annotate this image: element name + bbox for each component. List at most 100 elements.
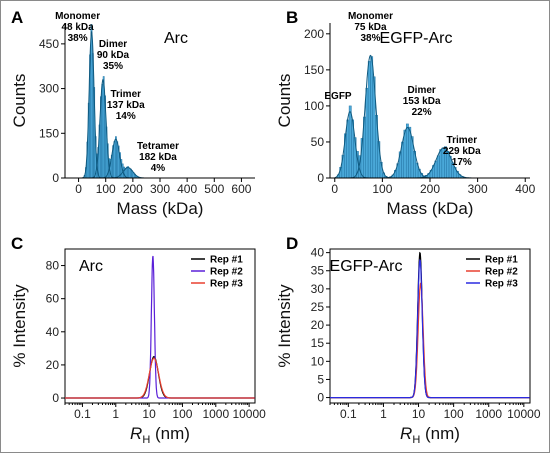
x-axis-label: Mass (kDa)	[117, 199, 204, 218]
peak-annotation: 75 kDa	[354, 22, 387, 33]
x-tick-label: 0.1	[74, 407, 91, 421]
peak-annotation: Tetramer	[137, 141, 179, 152]
histogram-bar	[115, 136, 117, 179]
y-tick-label: 0	[317, 171, 324, 185]
x-tick-label: 10000	[507, 407, 541, 421]
x-tick-label: 300	[468, 182, 488, 196]
legend-entry: Rep #1	[485, 255, 518, 266]
histogram-bar	[90, 24, 93, 179]
gaussian-fit-curve	[91, 78, 115, 179]
y-tick-label: 40	[46, 325, 60, 339]
histogram-bar	[346, 119, 350, 179]
x-tick-label: 100	[444, 407, 464, 421]
peak-annotation: 137 kDa	[107, 100, 145, 111]
y-axis-label: Counts	[10, 74, 29, 128]
panel-title: Arc	[164, 30, 188, 47]
panel-b: 0 100 200 300 400 0 50 100 150 200 Mass (kDa) Count…	[275, 8, 536, 218]
x-tick-label: 400	[515, 182, 535, 196]
peak-annotation: 38%	[68, 33, 88, 44]
x-tick-label: 100	[96, 182, 116, 196]
x-tick-label: 1	[380, 407, 387, 421]
y-tick-label: 100	[304, 99, 324, 113]
y-tick-label: 450	[39, 37, 59, 51]
x-tick-label: 1000	[202, 407, 229, 421]
y-axis-label: Counts	[275, 74, 294, 128]
y-tick-label: 0	[52, 171, 59, 185]
x-tick-label: 1000	[475, 407, 502, 421]
peak-annotation: Monomer	[348, 11, 393, 22]
y-axis-label: % Intensity	[10, 284, 29, 368]
y-tick-label: 150	[304, 63, 324, 77]
peak-annotation: 229 kDa	[443, 146, 481, 157]
legend-entry: Rep #3	[485, 279, 518, 290]
x-tick-label: 400	[177, 182, 197, 196]
peak-annotation: EGFP	[324, 91, 352, 102]
panel-title: EGFP-Arc	[380, 30, 453, 47]
series-line	[330, 259, 530, 399]
panel-label: A	[11, 8, 23, 27]
panel-a: 0 100 200 300 400 500 600 0 150 300 450 Mass (kDa) C…	[10, 8, 255, 218]
y-axis-label: % Intensity	[275, 284, 294, 368]
peak-annotation: Monomer	[55, 11, 100, 22]
y-tick-label: 20	[46, 358, 60, 372]
gaussian-fit-curve	[81, 30, 102, 179]
plot-frame	[64, 248, 256, 404]
gaussian-fit-curve	[100, 138, 131, 179]
y-tick-label: 20	[311, 318, 325, 332]
legend-entry: Rep #1	[210, 255, 243, 266]
x-tick-label: 200	[123, 182, 143, 196]
peak-annotation: 22%	[412, 107, 432, 118]
y-tick-label: 30	[311, 282, 325, 296]
peak-annotation: 182 kDa	[139, 152, 177, 163]
legend-entry: Rep #2	[485, 267, 518, 278]
histogram-bar	[370, 56, 374, 179]
series-line	[65, 357, 255, 399]
y-tick-label: 80	[46, 259, 60, 273]
histogram-bar	[365, 87, 369, 179]
x-tick-label: 10000	[232, 407, 266, 421]
y-tick-label: 15	[311, 336, 325, 350]
x-tick-label: 200	[420, 182, 440, 196]
x-tick-label: 0	[75, 182, 82, 196]
histogram-bar	[348, 105, 352, 179]
histogram-bar	[116, 141, 119, 179]
x-tick-label: 100	[372, 182, 392, 196]
x-tick-label: 500	[204, 182, 224, 196]
y-tick-label: 150	[39, 126, 59, 140]
gaussian-fit-curve	[413, 147, 475, 179]
panel-title: Arc	[79, 258, 103, 275]
y-tick-label: 35	[311, 264, 325, 278]
peak-annotation: 35%	[103, 61, 123, 72]
histogram-bar	[113, 141, 116, 179]
y-tick-label: 40	[311, 246, 325, 260]
histogram-bar	[127, 166, 129, 179]
y-tick-label: 10	[311, 354, 325, 368]
x-axis-label: RH (nm)	[400, 424, 460, 446]
y-tick-label: 25	[311, 300, 325, 314]
x-tick-label: 10	[142, 407, 156, 421]
histogram-bar	[367, 61, 371, 179]
x-tick-label: 100	[172, 407, 192, 421]
x-tick-label: 1	[112, 407, 119, 421]
peak-annotation: 90 kDa	[97, 50, 130, 61]
peak-annotation: Trimer	[110, 89, 141, 100]
plot-frame	[329, 248, 531, 404]
peak-annotation: 48 kDa	[61, 22, 94, 33]
x-tick-label: 300	[150, 182, 170, 196]
peak-annotation: Dimer	[99, 39, 127, 50]
x-tick-label: 10	[412, 407, 426, 421]
histogram-bar	[403, 129, 407, 179]
legend-entry: Rep #2	[210, 267, 243, 278]
panel-label: D	[286, 234, 298, 253]
y-tick-label: 300	[39, 82, 59, 96]
x-tick-label: 0.1	[340, 407, 357, 421]
panel-title: EGFP-Arc	[330, 258, 403, 275]
y-tick-label: 0	[317, 391, 324, 405]
peak-annotation: 153 kDa	[403, 96, 441, 107]
histogram-bar	[101, 83, 104, 179]
y-tick-label: 0	[52, 391, 59, 405]
y-tick-label: 5	[317, 372, 324, 386]
series-line	[330, 282, 530, 399]
